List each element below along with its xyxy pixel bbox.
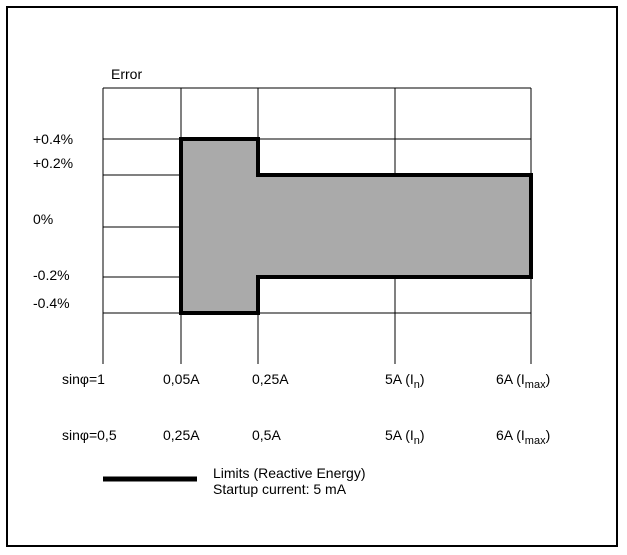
x-tick-label: 6A (Imax) bbox=[496, 427, 551, 447]
x-tick-label: 6A (Imax) bbox=[496, 371, 551, 391]
x-tick-label: 5A (In) bbox=[385, 371, 425, 391]
limit-area bbox=[179, 137, 533, 315]
diagram-frame bbox=[6, 6, 618, 547]
y-tick-label: 0% bbox=[33, 211, 54, 227]
y-tick-label: -0.2% bbox=[33, 267, 70, 283]
x-row-label: sinφ=1 bbox=[62, 371, 105, 387]
y-axis-label: Error bbox=[111, 66, 143, 82]
x-tick-label: 0,25A bbox=[252, 371, 289, 387]
y-tick-label: +0.2% bbox=[33, 155, 74, 171]
x-tick-label: 0,25A bbox=[163, 427, 200, 443]
x-tick-label: 0,5A bbox=[252, 427, 281, 443]
x-tick-label: 5A (In) bbox=[385, 427, 425, 447]
x-row-label: sinφ=0,5 bbox=[62, 427, 117, 443]
legend-text-2: Startup current: 5 mA bbox=[213, 481, 347, 497]
y-tick-label: +0.4% bbox=[33, 131, 74, 147]
y-tick-label: -0.4% bbox=[33, 295, 70, 311]
x-tick-label: 0,05A bbox=[163, 371, 200, 387]
legend-text-1: Limits (Reactive Energy) bbox=[213, 465, 366, 481]
